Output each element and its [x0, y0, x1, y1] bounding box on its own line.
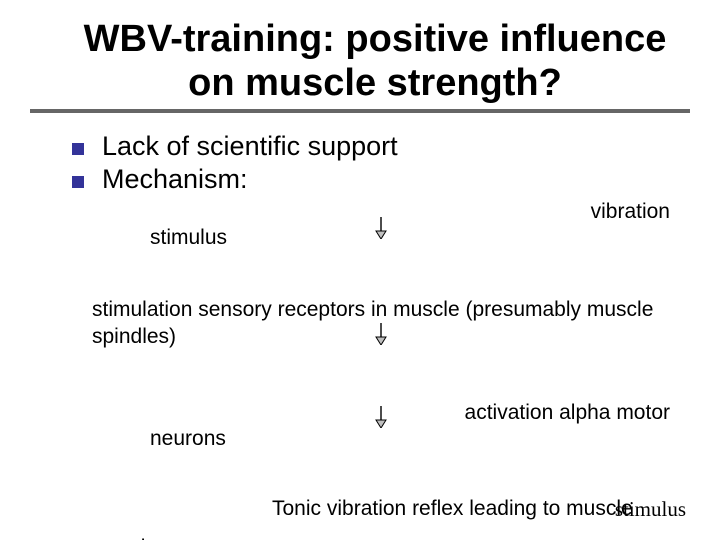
- down-arrow-icon: [374, 406, 388, 428]
- down-arrow-icon: [374, 323, 388, 345]
- flow-row-3: activation alpha motor neurons: [92, 404, 670, 458]
- bullet-text: Lack of scientific support: [102, 131, 398, 162]
- list-item: Mechanism:: [72, 164, 690, 195]
- square-bullet-icon: [72, 143, 84, 155]
- bullet-text: Mechanism:: [102, 164, 248, 195]
- title-underline: [30, 109, 690, 113]
- flow-text-receptors: stimulation sensory receptors in muscle …: [92, 298, 653, 347]
- down-arrow-icon: [374, 217, 388, 239]
- flow-text-stimulus: stimulus: [150, 225, 227, 251]
- list-item: Lack of scientific support: [72, 131, 690, 162]
- flow-row-1: vibration stimulus: [92, 203, 670, 257]
- slide: WBV-training: positive influence on musc…: [0, 0, 720, 540]
- flow-text-contraction: contraction:: [66, 536, 690, 540]
- flow-text-tvr: Tonic vibration reflex leading to muscle: [92, 496, 670, 522]
- bullet-list: Lack of scientific support Mechanism:: [72, 131, 690, 195]
- flow-row-2: stimulation sensory receptors in muscle …: [92, 297, 670, 350]
- slide-title: WBV-training: positive influence on musc…: [70, 18, 680, 105]
- flow-text-vibration: vibration: [591, 199, 670, 225]
- flow-text-activation: activation alpha motor: [465, 400, 670, 426]
- mechanism-flow: vibration stimulus stimulation sensory r…: [92, 203, 670, 522]
- flow-text-neurons: neurons: [150, 426, 226, 452]
- flow-row-4: Tonic vibration reflex leading to muscle: [92, 496, 670, 522]
- square-bullet-icon: [72, 176, 84, 188]
- spacer: [92, 458, 670, 496]
- flow-text-stimulus-bottom: stimulus: [615, 497, 686, 522]
- spacer: [92, 350, 670, 404]
- spacer: [92, 257, 670, 297]
